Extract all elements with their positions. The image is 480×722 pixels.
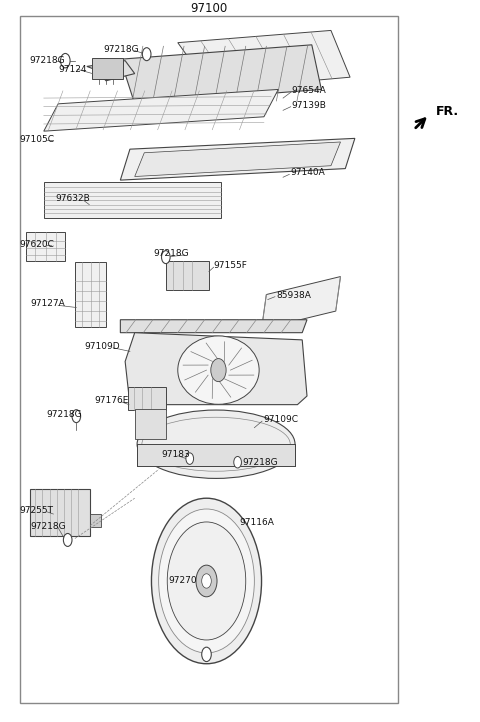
Text: 97654A: 97654A (292, 87, 326, 95)
Polygon shape (125, 333, 307, 404)
Circle shape (63, 534, 72, 547)
Text: 97183: 97183 (161, 450, 190, 458)
Text: 97270: 97270 (168, 575, 197, 585)
Text: 97100: 97100 (190, 2, 228, 15)
Circle shape (234, 456, 241, 468)
Bar (128, 388, 166, 410)
Text: 97218G: 97218G (29, 56, 65, 65)
Bar (135, 409, 166, 439)
Text: 97105C: 97105C (19, 135, 54, 144)
Bar (90, 514, 101, 527)
Text: 97218G: 97218G (30, 522, 66, 531)
Circle shape (152, 498, 262, 664)
Polygon shape (87, 61, 135, 81)
Bar (20, 16, 398, 703)
Circle shape (186, 453, 193, 464)
Polygon shape (44, 90, 278, 131)
Text: 97127A: 97127A (30, 300, 65, 308)
Text: 97632B: 97632B (56, 194, 91, 204)
Circle shape (202, 647, 211, 661)
Text: 97140A: 97140A (290, 168, 325, 178)
Polygon shape (120, 45, 322, 104)
Text: FR.: FR. (436, 105, 459, 118)
Circle shape (60, 53, 70, 68)
Text: 97218G: 97218G (104, 45, 139, 54)
Circle shape (167, 522, 246, 640)
Text: 97620C: 97620C (19, 240, 54, 249)
Bar (30, 489, 90, 536)
Text: 97218G: 97218G (154, 249, 190, 258)
Polygon shape (262, 277, 340, 329)
Circle shape (202, 574, 211, 588)
Circle shape (161, 251, 170, 264)
Text: 97176E: 97176E (94, 396, 128, 405)
Polygon shape (120, 320, 307, 333)
Circle shape (72, 409, 81, 422)
Text: 97109C: 97109C (263, 415, 298, 425)
Polygon shape (135, 142, 340, 176)
Text: 97218G: 97218G (46, 410, 82, 419)
Polygon shape (178, 30, 350, 90)
Circle shape (196, 565, 217, 597)
Circle shape (211, 359, 226, 382)
Ellipse shape (178, 336, 259, 404)
Polygon shape (120, 139, 355, 180)
Text: 97124: 97124 (58, 65, 86, 74)
Polygon shape (137, 444, 295, 466)
Text: 85938A: 85938A (276, 291, 311, 300)
Text: 97116A: 97116A (239, 518, 274, 527)
Circle shape (143, 48, 151, 61)
Circle shape (158, 509, 254, 653)
Text: 97218G: 97218G (242, 458, 278, 466)
Text: 97255T: 97255T (19, 506, 53, 515)
Text: 97139B: 97139B (292, 101, 326, 110)
Bar (166, 261, 209, 290)
Text: 97155F: 97155F (214, 261, 248, 270)
Text: 97109D: 97109D (84, 342, 120, 351)
Ellipse shape (137, 410, 295, 479)
Polygon shape (26, 232, 65, 261)
Polygon shape (44, 181, 221, 217)
Bar (75, 262, 106, 327)
Bar (92, 58, 123, 79)
